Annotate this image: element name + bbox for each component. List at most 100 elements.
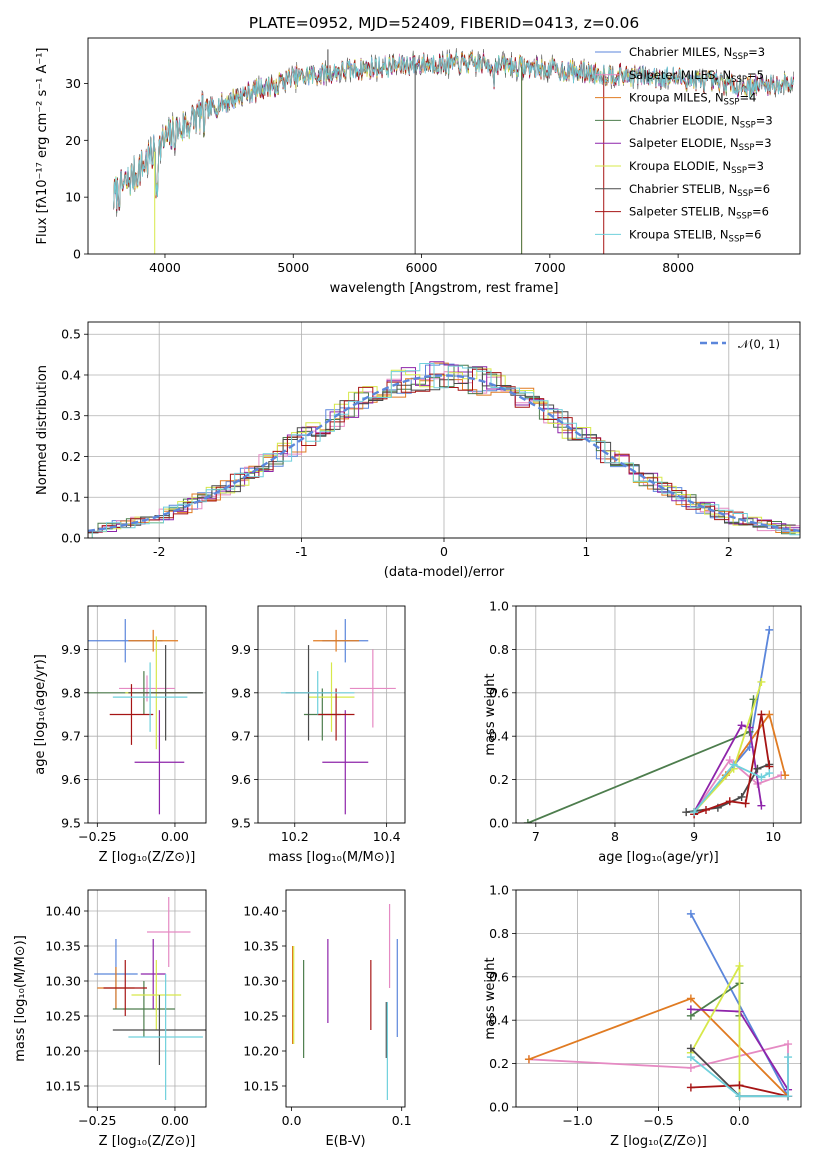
plot-area-age_vs_Z (88, 619, 203, 815)
plot-area-massweight_vs_age (523, 625, 790, 823)
weight-marker (729, 760, 738, 769)
x-axis-label: Z [log₁₀(Z/Z⊙)] (99, 1134, 196, 1149)
x-tick-label: 0.0 (730, 1113, 750, 1128)
weight-marker (725, 756, 734, 765)
x-tick-label: −1.0 (562, 1113, 592, 1128)
y-tick-label: 1.0 (489, 599, 509, 614)
x-axis-label: E(B-V) (325, 1134, 365, 1149)
axes-residuals: -2 -1 0 1 2 0.0 0.1 0.2 0.3 0.4 0.5 (data-model)/er… (35, 321, 801, 580)
x-tick-label: 8000 (662, 260, 694, 275)
x-axis-label: Z [log₁₀(Z/Z⊙)] (99, 850, 196, 865)
plot-area-massweight_vs_Z (524, 909, 793, 1101)
y-tick-label: 0.0 (61, 531, 81, 546)
weight-marker (523, 819, 532, 823)
x-tick-label: -2 (153, 544, 165, 559)
y-axis-label: Normed distribution (35, 365, 50, 495)
x-tick-label: 0.1 (392, 1113, 412, 1128)
axes-frame (285, 889, 406, 1108)
weight-marker (686, 1005, 695, 1014)
weight-marker (737, 721, 746, 730)
axes-mass_vs_EBV: 0.0 0.1 10.15 10.20 10.25 10.30 10.35 10.40 E(B-… (243, 889, 412, 1149)
y-tick-label: 0.5 (61, 327, 81, 342)
axes-age_vs_Z: −0.25 0.00 9.5 9.6 9.7 9.8 9.9 Z [log₁₀(Z/Z⊙)] a… (33, 605, 207, 865)
weight-marker (784, 1092, 793, 1101)
x-tick-label: 6000 (406, 260, 438, 275)
x-tick-label: 7 (532, 829, 540, 844)
weight-marker (753, 764, 762, 773)
y-axis-label: mass [log₁₀(M/M⊙)] (13, 935, 28, 1062)
weight-marker (690, 808, 699, 817)
legend-entry: Kroupa STELIB, NSSP=6 (629, 227, 761, 244)
normal-reference-curve (88, 374, 800, 533)
legend-entry: Kroupa MILES, NSSP=4 (629, 91, 756, 108)
y-tick-label: 10 (65, 190, 81, 205)
weight-marker (741, 799, 750, 808)
weight-marker (757, 710, 766, 719)
weight-marker (757, 801, 766, 810)
axes-frame (257, 605, 406, 824)
axes-age_vs_mass: 10.2 10.4 9.5 9.6 9.7 9.8 9.9 mass [log₁₀(M/M⊙)… (231, 605, 406, 865)
weight-line (693, 714, 771, 816)
legend-entry: Salpeter MILES, NSSP=5 (629, 68, 764, 85)
y-tick-label: 9.7 (231, 729, 251, 744)
weight-marker (686, 1083, 695, 1092)
y-axis-label: mass weight (483, 957, 498, 1039)
axes-massweight_vs_Z: −1.0 −0.5 0.0 0.0 0.2 0.4 0.6 0.8 1.0 Z [log₁₀(Z/… (483, 883, 802, 1149)
axes-frame (515, 605, 802, 824)
y-tick-label: 10.30 (45, 974, 81, 989)
weight-marker (757, 677, 766, 686)
y-tick-label: 20 (65, 133, 81, 148)
y-tick-label: 0.2 (489, 772, 509, 787)
weight-marker (784, 1040, 793, 1049)
x-axis-label: age [log₁₀(age/yr)] (598, 850, 719, 865)
weight-marker (757, 773, 766, 782)
weight-line (693, 763, 770, 813)
legend-entry: Chabrier MILES, NSSP=3 (629, 45, 765, 62)
x-tick-label: 0.0 (282, 1113, 302, 1128)
y-tick-label: 10.15 (45, 1079, 81, 1094)
x-tick-label: 5000 (277, 260, 309, 275)
x-tick-label: 0.00 (161, 829, 189, 844)
y-tick-label: 9.5 (231, 816, 251, 831)
legend-entry: Kroupa ELODIE, NSSP=3 (629, 159, 764, 176)
weight-marker (784, 1053, 793, 1062)
y-tick-label: 9.9 (61, 642, 81, 657)
axes-frame (87, 321, 801, 539)
y-axis-label: Flux [fλ10⁻¹⁷ erg cm⁻² s⁻¹ A⁻¹] (35, 48, 50, 245)
y-tick-label: 10.30 (243, 974, 279, 989)
x-tick-label: −0.25 (78, 1113, 116, 1128)
axes-frame (515, 889, 802, 1108)
y-tick-label: 0.8 (489, 642, 509, 657)
weight-marker (686, 909, 695, 918)
y-tick-label: 0.2 (489, 1056, 509, 1071)
x-tick-label: 1 (582, 544, 590, 559)
y-axis-label: age [log₁₀(age/yr)] (33, 654, 48, 775)
y-axis-label: mass weight (483, 673, 498, 755)
plot-area-mass_vs_EBV (292, 904, 398, 1100)
series-line (113, 52, 794, 210)
axes-frame (87, 605, 207, 824)
y-tick-label: 0 (73, 247, 81, 262)
y-tick-label: 10.25 (243, 1009, 279, 1024)
x-tick-label: 8 (611, 829, 619, 844)
weight-marker (735, 961, 744, 970)
weight-marker (725, 797, 734, 806)
plot-area-age_vs_mass (280, 619, 396, 815)
legend: Chabrier MILES, NSSP=3 Salpeter MILES, NS… (595, 45, 773, 244)
y-tick-label: 0.6 (489, 685, 509, 700)
plot-area-spectrum (113, 48, 794, 254)
weight-marker (686, 1053, 695, 1062)
weight-line (693, 758, 782, 813)
axes-spectrum: 4000 5000 6000 7000 8000 0 10 20 30 wavelength [A… (35, 37, 801, 296)
y-tick-label: 9.6 (231, 772, 251, 787)
y-tick-label: 10.35 (243, 939, 279, 954)
y-tick-label: 0.4 (489, 729, 509, 744)
legend-entry: Salpeter STELIB, NSSP=6 (629, 205, 769, 222)
y-tick-label: 10.25 (45, 1009, 81, 1024)
histogram-step (88, 361, 800, 538)
axes-massweight_vs_age: 7 8 9 10 0.0 0.2 0.4 0.6 0.8 1.0 age [log₁₀(age/yr… (483, 599, 802, 865)
x-tick-label: -1 (295, 544, 307, 559)
y-tick-label: 9.8 (231, 685, 251, 700)
histogram-step (88, 366, 796, 534)
